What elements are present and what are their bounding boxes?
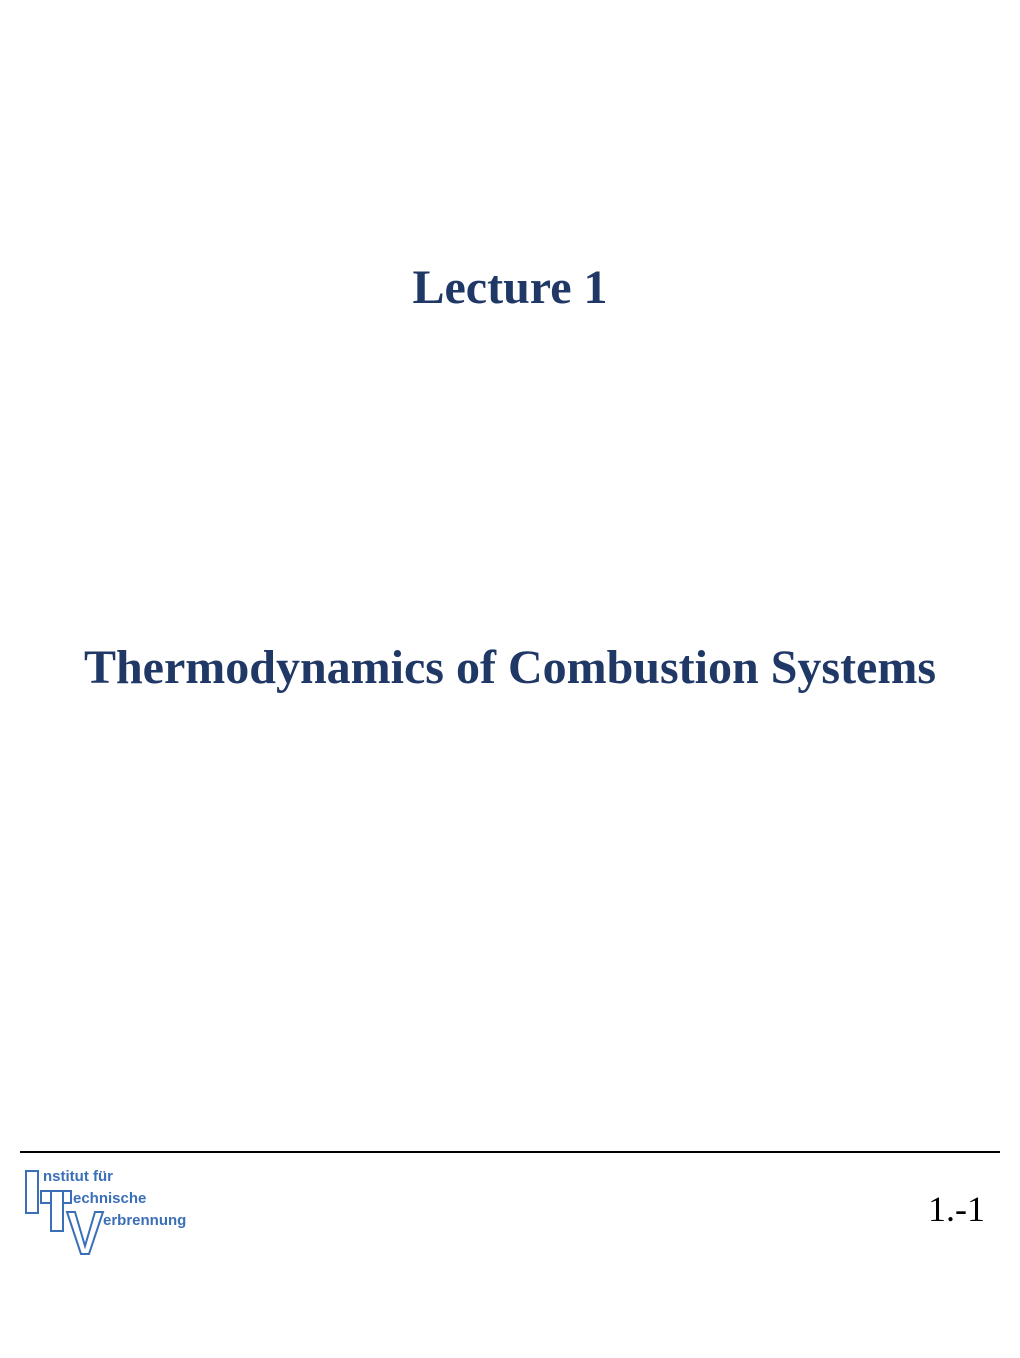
logo-letter-i [25, 1170, 39, 1214]
logo-text-technische: echnische [73, 1190, 146, 1207]
page-number: 1.-1 [928, 1188, 995, 1230]
slide-footer: nstitut für echnische erbrennung 1.-1 [20, 1151, 1000, 1258]
logo-text-verbrennung: erbrennung [103, 1212, 186, 1229]
itv-logo: nstitut für echnische erbrennung [25, 1168, 185, 1258]
lecture-title: Thermodynamics of Combustion Systems [0, 640, 1020, 695]
footer-rule [20, 1151, 1000, 1153]
lecture-number: Lecture 1 [0, 260, 1020, 315]
logo-text-institut: nstitut für [43, 1168, 113, 1185]
footer-content: nstitut für echnische erbrennung 1.-1 [20, 1168, 1000, 1258]
slide-container: Lecture 1 Thermodynamics of Combustion S… [0, 0, 1020, 1358]
logo-letter-t-vertical [50, 1190, 64, 1232]
logo-letter-v [65, 1210, 105, 1258]
